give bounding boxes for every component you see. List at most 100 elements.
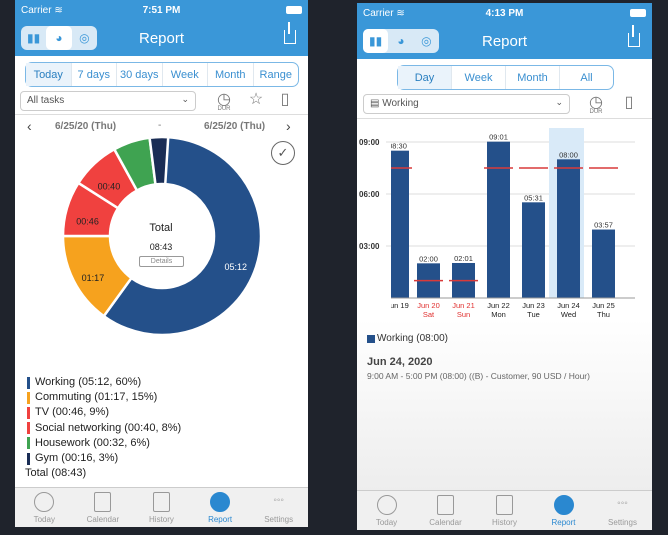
tab-today[interactable]: Today — [357, 491, 416, 530]
duration-clock-icon[interactable]: ◷ DUR — [217, 91, 231, 112]
period-selector: Today 7 days 30 days Week Month Range — [25, 62, 299, 87]
pie-chart-view-icon[interactable]: ◕ — [397, 34, 405, 48]
notepad-icon — [496, 495, 513, 515]
bar-chart-view-icon[interactable]: ▮▮ — [363, 29, 389, 53]
chart-legend: Working (08:00) — [367, 333, 448, 344]
legend: Working (05:12, 60%) Commuting (01:17, 1… — [25, 375, 181, 481]
nav-header: Carrier ≋ 4:13 PM ▮▮ ◕ ◎ Report — [357, 3, 652, 59]
tab-history[interactable]: History — [475, 491, 534, 530]
period-selector: Day Week Month All — [397, 65, 614, 90]
checkmark-icon[interactable]: ✓ — [271, 141, 295, 165]
tab-bar: Today Calendar History Report ◦◦◦ Setting… — [357, 490, 652, 530]
task-filter-value: All tasks — [27, 95, 65, 106]
wifi-icon: ≋ — [54, 5, 63, 16]
period-day[interactable]: Day — [398, 66, 451, 89]
divider — [357, 118, 652, 119]
legend-item: Housework (00:32, 6%) — [27, 436, 181, 451]
bar-value-label: 03:57 — [594, 221, 613, 230]
slice-label: 00:40 — [98, 182, 121, 192]
period-week[interactable]: Week — [451, 66, 505, 89]
prev-arrow-icon[interactable]: ‹ — [27, 118, 32, 134]
period-range[interactable]: Range — [252, 63, 299, 86]
clock: 4:13 PM — [485, 8, 524, 19]
tab-settings[interactable]: ◦◦◦ Settings — [249, 488, 308, 527]
pie-chart-icon — [210, 492, 231, 512]
share-icon[interactable] — [628, 25, 640, 47]
slice-label: 05:12 — [224, 262, 247, 272]
period-month[interactable]: Month — [207, 63, 253, 86]
pie-report-screen: Carrier ≋ 7:51 PM ▮▮ ◕ ◎ Report Today 7 … — [15, 0, 308, 527]
center-total-label: Total — [149, 222, 173, 234]
details-button[interactable]: Details — [139, 256, 184, 267]
calendar-icon — [437, 495, 454, 515]
tab-today[interactable]: Today — [15, 488, 74, 527]
x-tick-label: Jun 19 — [386, 301, 409, 310]
tab-calendar[interactable]: Calendar — [74, 488, 133, 527]
detail-entry[interactable]: 9:00 AM - 5:00 PM (08:00) ((B) - Custome… — [367, 371, 590, 381]
period-30-days[interactable]: 30 days — [116, 63, 162, 86]
pie-chart-view-icon[interactable]: ◕ — [46, 26, 72, 50]
bar-jun-22[interactable] — [487, 141, 510, 298]
more-dots-icon: ◦◦◦ — [617, 498, 628, 509]
book-icon[interactable]: ▯ — [624, 94, 634, 111]
radar-view-icon[interactable]: ◎ — [79, 31, 90, 45]
bar-jun-24[interactable] — [557, 159, 580, 298]
star-icon[interactable]: ☆ — [248, 91, 264, 108]
slice-label: 00:46 — [76, 216, 99, 226]
task-filter-dropdown[interactable]: All tasks ⌄ — [20, 91, 196, 111]
period-7-days[interactable]: 7 days — [70, 63, 117, 86]
radar-view-icon[interactable]: ◎ — [421, 34, 432, 48]
page-title: Report — [138, 30, 185, 47]
bar-value-label: 02:01 — [454, 254, 473, 263]
carrier: Carrier — [363, 8, 394, 19]
end-date: 6/25/20 (Thu) — [204, 121, 266, 132]
bar-value-label: 08:30 — [388, 142, 407, 151]
bar-jun-25[interactable] — [592, 229, 615, 298]
tab-bar: Today Calendar History Report ◦◦◦ Setting… — [15, 487, 308, 527]
x-tick-label: Jun 21 — [452, 301, 475, 310]
book-icon[interactable]: ▯ — [280, 91, 290, 108]
task-filter-dropdown[interactable]: ▤ Working ⌄ — [363, 94, 570, 114]
bar-value-label: 09:01 — [489, 133, 508, 142]
tab-report[interactable]: Report — [534, 491, 593, 530]
page-title: Report — [481, 33, 528, 50]
dur-label: DUR — [217, 106, 231, 112]
y-tick-label: 09:00 — [359, 138, 380, 147]
y-tick-label: 03:00 — [359, 242, 380, 251]
tab-settings[interactable]: ◦◦◦ Settings — [593, 491, 652, 530]
tab-report[interactable]: Report — [191, 488, 250, 527]
divider — [15, 114, 308, 115]
date-separator: - — [158, 120, 162, 131]
legend-item: Working (05:12, 60%) — [27, 375, 181, 390]
detail-date: Jun 24, 2020 — [367, 356, 433, 368]
bar-value-label: 08:00 — [559, 150, 578, 159]
bar-chart-view-icon[interactable]: ▮▮ — [27, 31, 41, 45]
nav-header: Carrier ≋ 7:51 PM ▮▮ ◕ ◎ Report — [15, 0, 308, 56]
clock-icon — [34, 492, 55, 512]
y-tick-label: 06:00 — [359, 190, 380, 199]
slice-gym[interactable] — [148, 135, 170, 186]
bar-chart: 03:00 06:00 09:00 08:30 Jun 19 02:00 Jun 20Sat… — [359, 128, 635, 319]
donut-chart: 05:12 01:17 00:46 00:40 — [61, 135, 263, 337]
tab-calendar[interactable]: Calendar — [416, 491, 475, 530]
period-week[interactable]: Week — [161, 63, 208, 86]
legend-swatch — [367, 334, 375, 343]
share-icon[interactable] — [284, 22, 296, 44]
period-all[interactable]: All — [559, 66, 613, 89]
next-arrow-icon[interactable]: › — [286, 118, 291, 134]
bar-jun-19[interactable] — [386, 150, 409, 298]
bar-report-screen: Carrier ≋ 4:13 PM ▮▮ ◕ ◎ Report Day Week… — [357, 3, 652, 530]
duration-clock-icon[interactable]: ◷ DUR — [589, 94, 603, 115]
x-tick-label: Jun 25 — [592, 301, 615, 310]
x-tick-label: Jun 24 — [557, 301, 580, 310]
period-today[interactable]: Today — [26, 63, 71, 86]
bar-value-label: 02:00 — [419, 254, 438, 263]
x-tick-weekday: Tue — [527, 310, 540, 319]
tab-history[interactable]: History — [132, 488, 191, 527]
period-month[interactable]: Month — [505, 66, 559, 89]
bar-jun-23[interactable] — [522, 202, 545, 298]
task-filter-value: Working — [382, 98, 419, 109]
battery-icon — [630, 9, 646, 17]
wifi-icon: ≋ — [396, 8, 405, 19]
slice-working[interactable] — [102, 135, 263, 337]
